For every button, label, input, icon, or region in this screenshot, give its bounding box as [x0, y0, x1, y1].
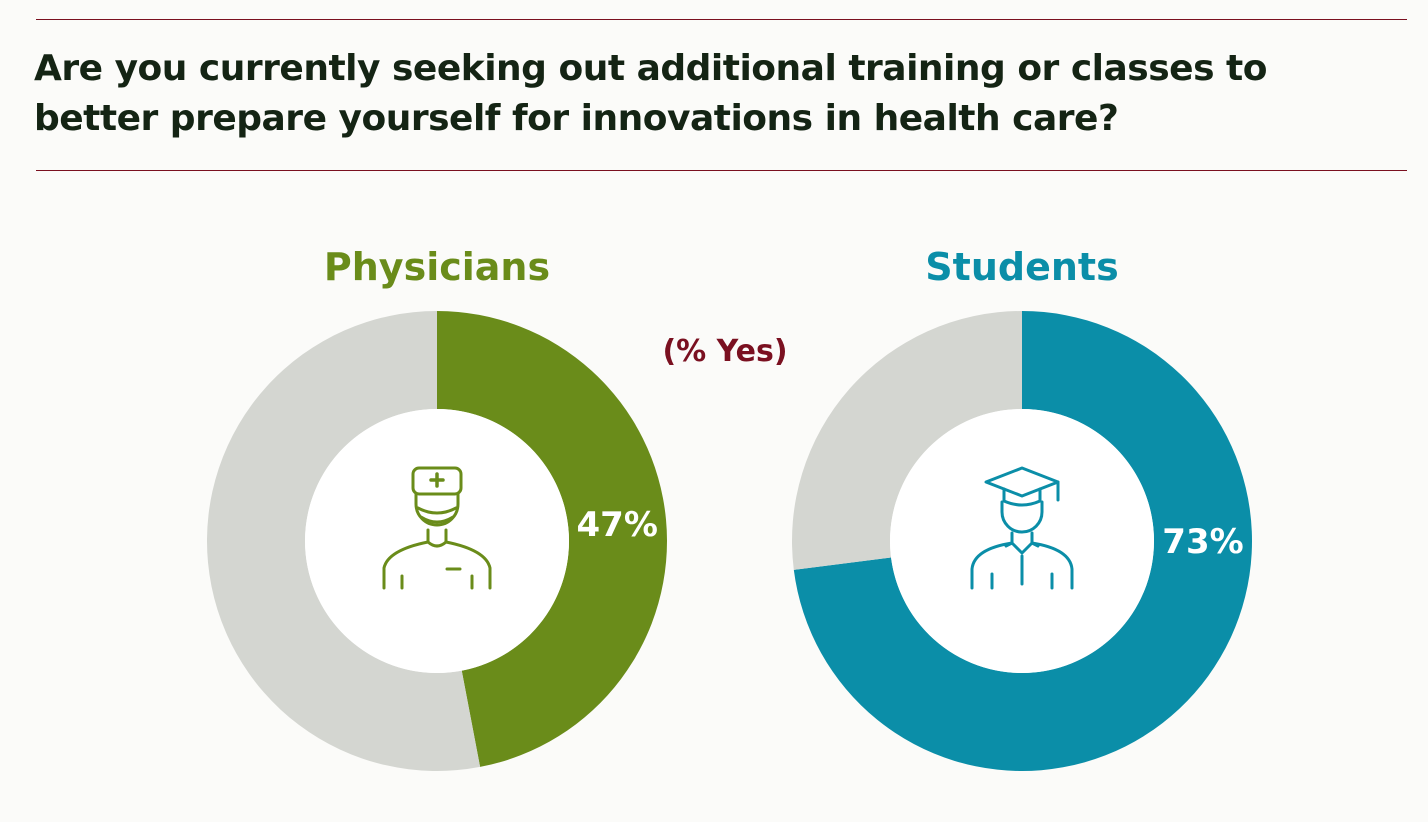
bottom-divider	[36, 170, 1407, 171]
students-title: Students	[925, 245, 1119, 289]
donut-slice-other	[207, 311, 481, 771]
data-label: 73%	[1162, 522, 1243, 562]
student-icon	[970, 466, 1074, 590]
percent-yes-note: (% Yes)	[662, 334, 788, 369]
donut-hole	[305, 409, 569, 673]
donut-hole	[890, 409, 1154, 673]
donut-slice-yes	[437, 311, 668, 767]
physician-icon	[382, 466, 492, 590]
donut-slice-yes	[793, 311, 1252, 771]
data-label: 47%	[577, 505, 658, 545]
physicians-donut: 47%	[207, 311, 668, 771]
donut-slice-other	[791, 311, 1022, 570]
page-title: Are you currently seeking out additional…	[34, 48, 1267, 139]
students-donut: 73%	[791, 311, 1252, 771]
physicians-title: Physicians	[323, 245, 551, 289]
top-divider	[36, 19, 1407, 20]
